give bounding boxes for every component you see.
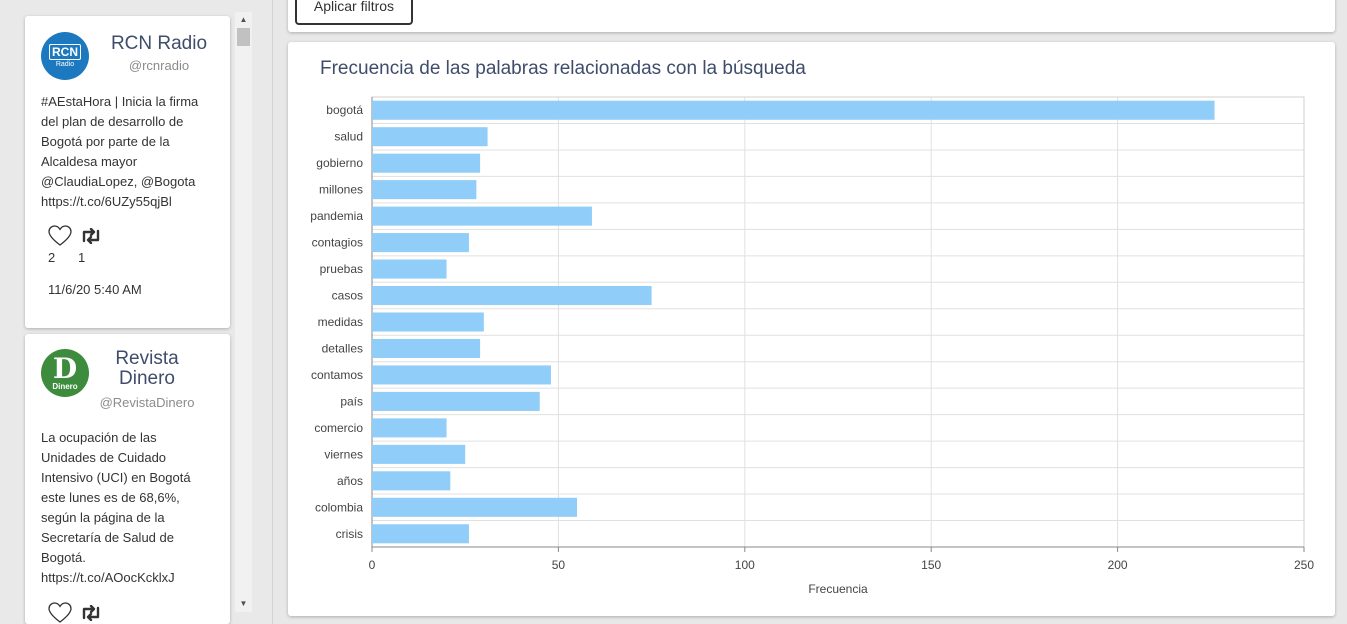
x-tick-label: 250 xyxy=(1294,558,1314,572)
bar-medidas[interactable] xyxy=(372,312,484,332)
x-tick-label: 100 xyxy=(735,558,755,572)
tweet-actions xyxy=(48,225,102,252)
y-tick-label: medidas xyxy=(318,315,363,329)
tweet-actions xyxy=(48,602,102,624)
y-tick-label: contagios xyxy=(312,236,363,250)
tweet-author-name[interactable]: RCN Radio xyxy=(110,33,208,54)
revista-dinero-avatar[interactable]: D Dinero xyxy=(41,349,89,397)
tweet-author-handle[interactable]: @rcnradio xyxy=(128,58,190,73)
tweet-text-line: según la página de la xyxy=(41,510,165,525)
bar-salud[interactable] xyxy=(372,127,488,147)
plot-area-frame xyxy=(371,96,1305,548)
bar-millones[interactable] xyxy=(372,180,477,200)
y-tick-label: casos xyxy=(332,289,363,303)
scroll-thumb[interactable] xyxy=(237,28,250,46)
x-axis-label: Frecuencia xyxy=(808,582,868,596)
tweet-text-line: La ocupación de las xyxy=(41,430,157,445)
apply-filters-button[interactable]: Aplicar filtros xyxy=(295,0,413,25)
bar-país[interactable] xyxy=(372,391,540,411)
tweet-text-line: @ClaudiaLopez, @Bogota xyxy=(41,174,196,189)
tweet-text-line: #AEstaHora | Inicia la firma xyxy=(41,94,199,109)
x-tick-label: 50 xyxy=(552,558,566,572)
tweet-text-line: Secretaría de Salud de xyxy=(41,530,174,545)
y-tick-label: comercio xyxy=(314,421,363,435)
bar-crisis[interactable] xyxy=(372,524,469,544)
like-count: 2 xyxy=(48,250,56,265)
tweet-text-line: Intensivo (UCI) en Bogotá xyxy=(41,470,191,485)
x-tick-label: 0 xyxy=(369,558,376,572)
tweet-date: 11/6/20 5:40 AM xyxy=(48,282,142,297)
tweet-text-line: este lunes es de 68,6%, xyxy=(41,490,180,505)
y-tick-label: contamos xyxy=(311,368,363,382)
tweet-card[interactable]: D Dinero Revista Dinero @RevistaDinero L… xyxy=(25,334,230,624)
like-icon[interactable] xyxy=(48,225,72,252)
y-tick-label: millones xyxy=(319,183,363,197)
tweet-text: #AEstaHora | Inicia la firma del plan de… xyxy=(41,92,221,212)
bar-años[interactable] xyxy=(372,471,451,491)
tweet-author-name-line: Dinero xyxy=(119,368,175,389)
feed-scrollbar[interactable]: ▲ ▼ xyxy=(235,12,252,612)
y-tick-label: detalles xyxy=(322,341,363,355)
tweet-text-line: Bogotá por parte de la xyxy=(41,134,170,149)
bar-casos[interactable] xyxy=(372,286,652,306)
word-frequency-chart-card: Frecuencia de las palabras relacionadas … xyxy=(288,42,1335,616)
bar-gobierno[interactable] xyxy=(372,153,481,173)
scroll-up-arrow-icon[interactable]: ▲ xyxy=(239,15,248,24)
tweet-link[interactable]: https://t.co/AOocKcklxJ xyxy=(41,570,175,585)
tweet-text-line: Bogotá. xyxy=(41,550,86,565)
tweet-counts: 2 1 xyxy=(48,250,108,265)
scroll-down-arrow-icon[interactable]: ▼ xyxy=(239,599,248,608)
tweet-text: La ocupación de las Unidades de Cuidado … xyxy=(41,428,221,588)
retweet-count: 1 xyxy=(78,250,86,265)
y-tick-label: gobierno xyxy=(316,156,363,170)
retweet-icon[interactable] xyxy=(80,604,102,624)
tweet-author-name-line: Revista xyxy=(115,348,179,369)
y-tick-label: país xyxy=(340,394,363,408)
tweet-text-line: Alcaldesa mayor xyxy=(41,154,138,169)
y-tick-label: viernes xyxy=(324,447,363,461)
chart-title: Frecuencia de las palabras relacionadas … xyxy=(320,58,806,79)
y-tick-label: salud xyxy=(334,130,363,144)
x-tick-label: 200 xyxy=(1108,558,1128,572)
bar-comercio[interactable] xyxy=(372,418,447,438)
bar-contagios[interactable] xyxy=(372,233,469,253)
y-tick-label: crisis xyxy=(336,527,363,541)
filter-panel: Aplicar filtros xyxy=(288,0,1335,32)
avatar-logo-text: RCN xyxy=(49,44,81,60)
avatar-logo-sub: Dinero xyxy=(52,382,78,391)
y-tick-label: bogotá xyxy=(326,103,363,117)
avatar-logo-text: D xyxy=(52,352,78,385)
bar-viernes[interactable] xyxy=(372,444,466,464)
y-tick-label: pandemia xyxy=(310,209,363,223)
tweet-text-line: Unidades de Cuidado xyxy=(41,450,167,465)
y-tick-label: colombia xyxy=(315,500,363,514)
tweet-text-line: del plan de desarrollo de xyxy=(41,114,184,129)
bar-pruebas[interactable] xyxy=(372,259,447,279)
x-tick-label: 150 xyxy=(921,558,941,572)
bar-pandemia[interactable] xyxy=(372,206,592,226)
bar-bogotá[interactable] xyxy=(372,100,1215,120)
avatar-logo-sub: Radio xyxy=(55,61,75,68)
bar-contamos[interactable] xyxy=(372,365,551,385)
tweet-link[interactable]: https://t.co/6UZy55qjBl xyxy=(41,194,172,209)
tweet-card[interactable]: RCN Radio RCN Radio @rcnradio #AEstaHora… xyxy=(25,16,230,328)
tweet-feed: RCN Radio RCN Radio @rcnradio #AEstaHora… xyxy=(0,0,273,624)
y-tick-label: pruebas xyxy=(320,262,363,276)
bar-colombia[interactable] xyxy=(372,497,578,517)
retweet-icon[interactable] xyxy=(80,227,102,249)
tweet-author-handle[interactable]: @RevistaDinero xyxy=(99,395,195,410)
tweet-author-name[interactable]: Revista Dinero xyxy=(97,349,197,389)
word-frequency-chart: bogotá salud gobierno millones pandemia conta… xyxy=(310,96,1314,596)
y-tick-label: años xyxy=(337,474,363,488)
bar-detalles[interactable] xyxy=(372,338,481,358)
like-icon[interactable] xyxy=(48,602,72,624)
rcn-radio-avatar[interactable]: RCN Radio xyxy=(41,32,89,80)
